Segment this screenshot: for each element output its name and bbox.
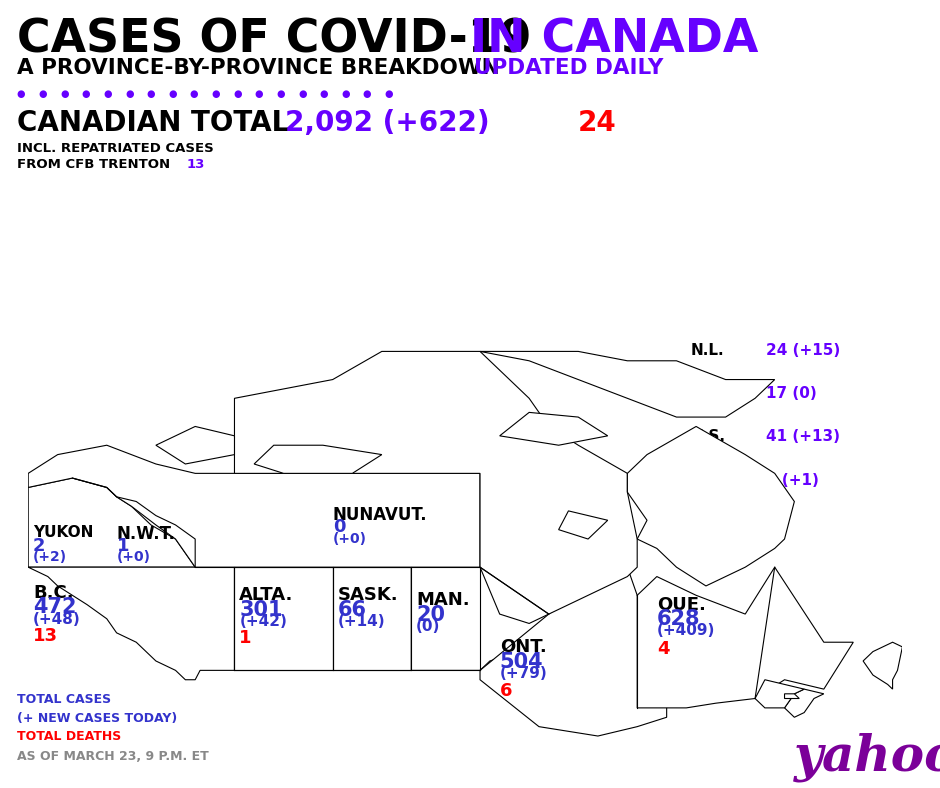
Text: 6: 6 bbox=[500, 682, 512, 700]
Text: N.L.: N.L. bbox=[691, 343, 725, 358]
Text: (+42): (+42) bbox=[240, 614, 288, 629]
Polygon shape bbox=[412, 567, 549, 671]
Text: ●: ● bbox=[363, 89, 371, 99]
Text: 3 (+1): 3 (+1) bbox=[766, 473, 819, 488]
Text: FROM CFB TRENTON: FROM CFB TRENTON bbox=[17, 158, 170, 170]
Polygon shape bbox=[785, 690, 823, 717]
Text: ●: ● bbox=[39, 89, 47, 99]
Text: ●: ● bbox=[168, 89, 177, 99]
Text: 1: 1 bbox=[240, 629, 252, 647]
Polygon shape bbox=[755, 680, 805, 708]
Text: P.E.I.: P.E.I. bbox=[691, 473, 732, 488]
Polygon shape bbox=[785, 693, 799, 698]
Text: 1: 1 bbox=[117, 537, 129, 556]
Text: ●: ● bbox=[384, 89, 393, 99]
Text: CASES OF COVID-19: CASES OF COVID-19 bbox=[17, 17, 547, 62]
Polygon shape bbox=[480, 351, 775, 417]
Text: ●: ● bbox=[298, 89, 306, 99]
Text: 0: 0 bbox=[333, 519, 345, 537]
Polygon shape bbox=[234, 351, 637, 614]
Text: ●: ● bbox=[233, 89, 242, 99]
Polygon shape bbox=[637, 567, 854, 708]
Text: UPDATED DAILY: UPDATED DAILY bbox=[474, 58, 663, 78]
Polygon shape bbox=[28, 478, 196, 567]
Polygon shape bbox=[863, 642, 902, 690]
Text: 504: 504 bbox=[500, 652, 543, 671]
Text: TOTAL DEATHS: TOTAL DEATHS bbox=[17, 730, 121, 743]
Text: (+409): (+409) bbox=[657, 623, 715, 638]
Polygon shape bbox=[234, 567, 333, 671]
Text: 41 (+13): 41 (+13) bbox=[766, 429, 840, 444]
Text: A PROVINCE-BY-PROVINCE BREAKDOWN: A PROVINCE-BY-PROVINCE BREAKDOWN bbox=[17, 58, 508, 78]
Text: (+48): (+48) bbox=[33, 612, 81, 627]
Text: 66: 66 bbox=[337, 600, 367, 620]
Polygon shape bbox=[627, 426, 794, 586]
Text: ONT.: ONT. bbox=[500, 637, 546, 656]
Text: MAN.: MAN. bbox=[416, 591, 470, 608]
Text: IN CANADA: IN CANADA bbox=[470, 17, 759, 62]
Text: NUNAVUT.: NUNAVUT. bbox=[333, 506, 428, 524]
Text: TOTAL CASES: TOTAL CASES bbox=[17, 693, 111, 706]
Text: ●: ● bbox=[320, 89, 328, 99]
Text: ●: ● bbox=[125, 89, 133, 99]
Text: 24 (+15): 24 (+15) bbox=[766, 343, 840, 358]
Text: (+0): (+0) bbox=[333, 532, 367, 545]
Text: B.C.: B.C. bbox=[33, 584, 73, 602]
Text: CANADIAN TOTAL: CANADIAN TOTAL bbox=[17, 109, 299, 137]
Text: AS OF MARCH 23, 9 P.M. ET: AS OF MARCH 23, 9 P.M. ET bbox=[17, 750, 209, 763]
Text: 4: 4 bbox=[657, 641, 669, 658]
Polygon shape bbox=[254, 445, 382, 474]
Polygon shape bbox=[333, 567, 412, 671]
Text: ●: ● bbox=[341, 89, 350, 99]
Text: INCL. REPATRIATED CASES: INCL. REPATRIATED CASES bbox=[17, 142, 213, 154]
Polygon shape bbox=[500, 412, 608, 445]
Text: ●: ● bbox=[60, 89, 69, 99]
Polygon shape bbox=[28, 567, 234, 680]
Text: 20: 20 bbox=[416, 604, 446, 625]
Text: 17 (0): 17 (0) bbox=[766, 386, 817, 401]
Text: 24: 24 bbox=[578, 109, 617, 137]
Text: 13: 13 bbox=[33, 627, 58, 645]
Text: YUKON: YUKON bbox=[33, 525, 93, 540]
Text: ALTA.: ALTA. bbox=[240, 586, 294, 604]
Text: 2,092 (+622): 2,092 (+622) bbox=[285, 109, 499, 137]
Text: 13: 13 bbox=[186, 158, 205, 170]
Text: N.B.: N.B. bbox=[691, 386, 727, 401]
Polygon shape bbox=[558, 511, 608, 539]
Text: ●: ● bbox=[82, 89, 90, 99]
Polygon shape bbox=[480, 567, 666, 736]
Text: ●: ● bbox=[103, 89, 112, 99]
Text: SASK.: SASK. bbox=[337, 586, 399, 604]
Text: ●: ● bbox=[17, 89, 25, 99]
Text: ●: ● bbox=[255, 89, 263, 99]
Text: (+ NEW CASES TODAY): (+ NEW CASES TODAY) bbox=[17, 712, 177, 724]
Text: (0): (0) bbox=[416, 619, 441, 634]
Text: ●: ● bbox=[276, 89, 285, 99]
Polygon shape bbox=[156, 426, 234, 464]
Text: ●: ● bbox=[147, 89, 155, 99]
Text: N.W.T.: N.W.T. bbox=[117, 525, 176, 543]
Text: ●: ● bbox=[212, 89, 220, 99]
Text: ●: ● bbox=[190, 89, 198, 99]
Text: 2: 2 bbox=[33, 537, 46, 556]
Text: (+2): (+2) bbox=[33, 550, 68, 564]
Text: 301: 301 bbox=[240, 600, 283, 620]
Text: (+0): (+0) bbox=[117, 550, 150, 564]
Text: 472: 472 bbox=[33, 597, 77, 617]
Text: QUE.: QUE. bbox=[657, 595, 706, 613]
Text: (+14): (+14) bbox=[337, 614, 385, 629]
Polygon shape bbox=[28, 445, 480, 567]
Text: N.S.: N.S. bbox=[691, 429, 726, 444]
Text: yahoo!: yahoo! bbox=[794, 733, 940, 782]
Text: (+79): (+79) bbox=[500, 666, 547, 681]
Text: 628: 628 bbox=[657, 609, 700, 630]
